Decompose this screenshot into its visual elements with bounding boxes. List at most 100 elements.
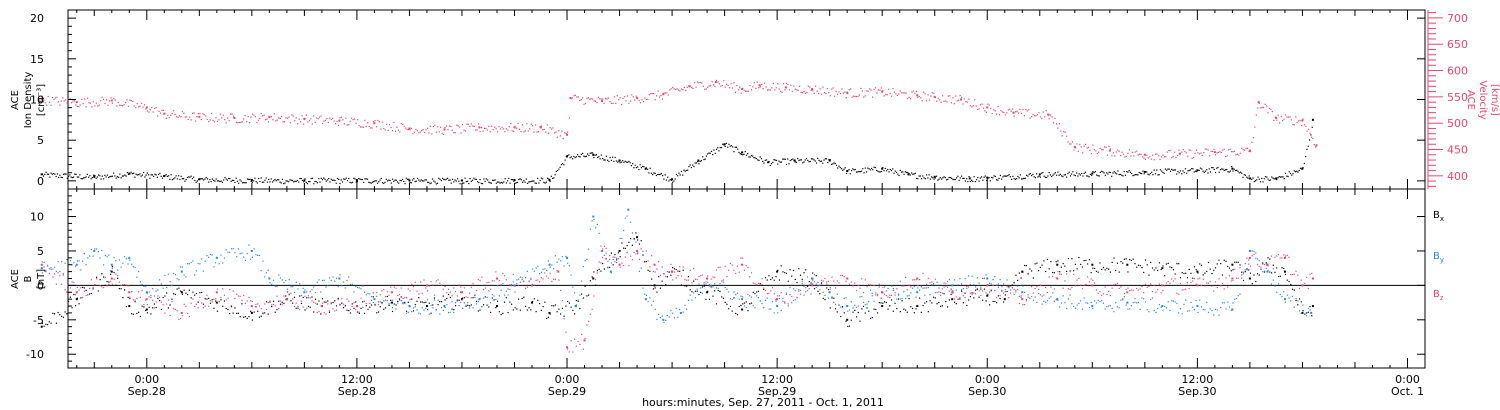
density-series-sample [354,178,356,180]
field-series-bx-sample [670,274,672,276]
field-series-by-sample [554,255,556,257]
field-series-by-sample [1199,299,1201,301]
density-series-sample [838,165,840,167]
field-series-bx-sample [52,312,54,314]
density-series-sample [124,174,126,176]
density-series-sample [433,180,435,182]
field-series-by-sample [1270,283,1273,285]
field-series-bx-sample [1207,261,1210,264]
velocity-series-sample [1308,128,1310,130]
density-series-sample [937,179,939,181]
density-series-sample [1305,155,1307,158]
field-series-by-sample [635,241,637,243]
field-series-bx-sample [293,296,296,298]
density-series-sample [1242,176,1244,178]
field-series-bx-sample [1193,266,1196,268]
field-series-by-sample [132,266,134,268]
density-series-point [548,179,551,182]
field-series-by-sample [1179,308,1182,310]
field-series-bx-sample [624,247,627,250]
velocity-series-sample [564,132,566,134]
velocity-series-sample [1067,141,1069,143]
velocity-series-sample [745,90,747,92]
velocity-series-sample [960,96,963,98]
velocity-series-sample [1051,116,1053,118]
field-series-bx-sample [472,297,474,299]
density-series-sample [538,182,540,184]
field-series-bz-sample [115,273,117,275]
field-series-bx-sample [822,297,824,299]
density-series-sample [1286,175,1288,177]
field-series-bx-sample [1249,272,1252,274]
field-series-by-sample [295,281,297,283]
velocity-series-sample [1137,154,1139,156]
density-series-sample [1118,173,1120,176]
velocity-series-sample [352,118,354,121]
density-series-sample [513,180,515,182]
density-series-sample [183,178,185,180]
density-series-sample [788,163,790,165]
density-series-sample [522,181,524,183]
velocity-series-sample [675,88,677,91]
field-series-bz-point [1248,256,1251,259]
field-series-by-sample [1153,309,1155,312]
field-series-by-sample [69,260,71,262]
field-series-bz-sample [1300,279,1302,281]
field-series-by-sample [358,287,360,289]
field-series-bx-sample [1141,267,1143,269]
field-series-bz-sample [1137,289,1140,291]
field-series-bx-sample [99,279,101,281]
field-series-bz-sample [124,283,126,286]
field-series-by-point [776,305,779,308]
velocity-series-sample [146,110,148,112]
velocity-series-sample [939,99,941,101]
field-series-bx-sample [1094,267,1096,270]
velocity-series-sample [632,96,634,98]
density-series-sample [812,158,814,160]
field-series-by-sample [922,287,924,289]
field-series-bz-point [1091,284,1094,287]
field-series-bz-sample [719,266,721,268]
field-series-by-sample [1304,313,1306,315]
density-series-sample [903,173,905,175]
field-series-bz-sample [899,280,901,282]
field-series-bz-sample [1258,265,1260,268]
field-series-by-sample [896,298,898,300]
field-series-by-sample [461,307,464,309]
field-series-bx-sample [327,300,329,302]
velocity-series-sample [866,90,868,92]
density-series-sample [680,170,683,173]
field-series-by-sample [903,291,905,293]
field-series-bz-sample [603,245,605,247]
density-series-sample [241,182,244,184]
velocity-series-sample [247,115,249,118]
density-series-sample [313,183,315,185]
density-series-sample [963,177,965,179]
field-series-by-sample [129,259,131,261]
field-series-bx-sample [938,301,940,304]
field-series-by-sample [826,283,828,285]
field-series-bz-sample [1097,292,1099,294]
field-series-bx-sample [847,325,849,328]
density-series-sample [649,167,651,169]
velocity-series-sample [927,94,929,96]
velocity-series-sample [987,103,989,105]
field-series-bx-sample [1020,277,1022,279]
field-series-bx-sample [1085,259,1087,262]
field-series-by-sample [787,305,789,307]
density-series-sample [972,180,974,183]
field-series-by-sample [525,277,527,279]
velocity-series-sample [111,102,113,104]
field-series-bz-sample [187,312,189,315]
field-series-by-sample [847,310,849,312]
field-series-by-sample [924,294,926,296]
density-series-sample [69,174,71,176]
velocity-series-sample [281,115,283,118]
field-series-bx-sample [526,309,528,311]
field-series-by-sample [83,252,85,255]
density-series-sample [1194,170,1197,172]
field-series-bz-sample [505,279,507,281]
velocity-series-sample [391,130,394,132]
field-series-bx-point [1003,298,1006,301]
density-series-sample [1228,171,1230,173]
